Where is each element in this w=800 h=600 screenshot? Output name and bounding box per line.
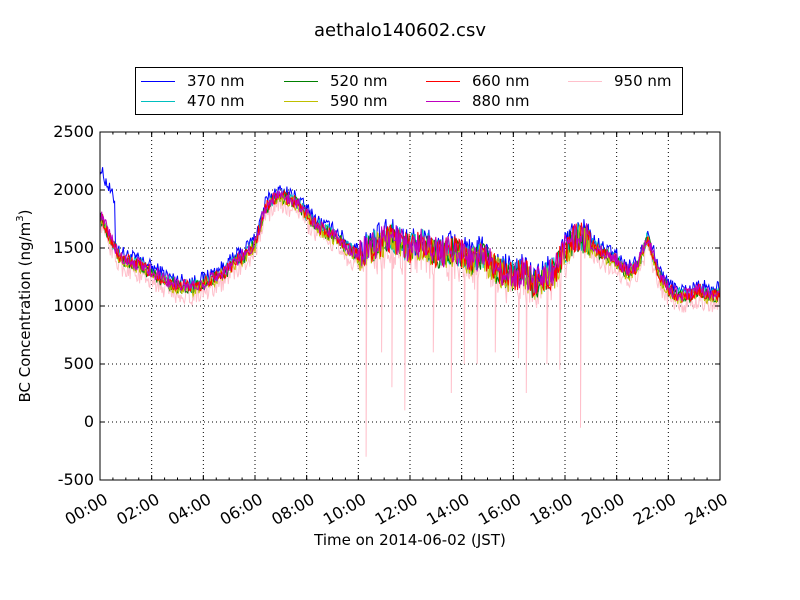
- x-tick-label: 00:00: [62, 489, 111, 529]
- chart-title: aethalo140602.csv: [314, 20, 486, 41]
- legend-label: 370 nm: [187, 72, 245, 90]
- series-line-880-nm: [100, 190, 720, 301]
- x-tick-label: 12:00: [372, 489, 421, 529]
- y-tick-label: 0: [84, 412, 94, 431]
- legend-swatch: [426, 81, 460, 82]
- legend-label: 590 nm: [330, 92, 388, 110]
- x-tick-label: 04:00: [165, 489, 214, 529]
- x-axis-label: Time on 2014-06-02 (JST): [313, 531, 506, 549]
- legend-label: 950 nm: [614, 72, 672, 90]
- x-tick-label: 16:00: [475, 489, 524, 529]
- x-tick-label: 22:00: [630, 489, 679, 529]
- legend-swatch: [141, 101, 175, 102]
- y-tick-label: 1500: [53, 238, 94, 257]
- x-tick-label: 14:00: [423, 489, 472, 529]
- x-tick-label: 20:00: [578, 489, 627, 529]
- x-tick-label: 24:00: [682, 489, 731, 529]
- series-line-950-nm: [100, 195, 720, 457]
- legend-swatch: [426, 101, 460, 102]
- legend-swatch: [141, 81, 175, 82]
- legend-swatch: [568, 81, 602, 82]
- legend-label: 660 nm: [472, 72, 530, 90]
- x-tick-label: 02:00: [113, 489, 162, 529]
- legend-swatch: [284, 81, 318, 82]
- x-tick-label: 10:00: [320, 489, 369, 529]
- y-axis-label: BC Concentration (ng/m3): [15, 210, 34, 403]
- series-group: [100, 167, 720, 457]
- y-tick-label: 1000: [53, 296, 94, 315]
- y-tick-label: 500: [63, 354, 94, 373]
- x-tick-label: 06:00: [217, 489, 266, 529]
- y-tick-label: 2500: [53, 122, 94, 141]
- legend-label: 520 nm: [330, 72, 388, 90]
- x-tick-label: 18:00: [527, 489, 576, 529]
- legend-swatch: [284, 101, 318, 102]
- legend-label: 880 nm: [472, 92, 530, 110]
- y-tick-label: 2000: [53, 180, 94, 199]
- x-tick-label: 08:00: [268, 489, 317, 529]
- chart-legend: 370 nm 470 nm 520 nm 590 nm 660 nm 880 nm 950 …: [135, 67, 683, 115]
- y-tick-label: -500: [58, 470, 94, 489]
- legend-label: 470 nm: [187, 92, 245, 110]
